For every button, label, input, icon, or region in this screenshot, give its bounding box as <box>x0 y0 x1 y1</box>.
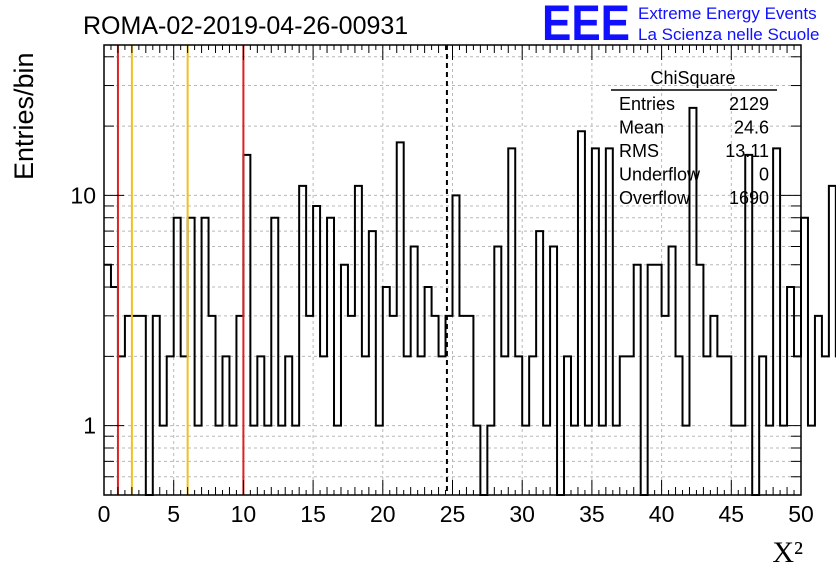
x-tick-label: 15 <box>300 501 326 527</box>
stats-title: ChiSquare <box>650 68 735 88</box>
stats-rows: Entries 2129 Mean 24.6 RMS 13.11 Underflow 0 Ove… <box>619 94 769 208</box>
x-axis-label: X² <box>772 536 803 569</box>
x-tick-label: 30 <box>509 501 535 527</box>
stats-value: 0 <box>759 165 769 185</box>
stats-label: Overflow <box>619 188 691 208</box>
x-tick-label: 10 <box>231 501 257 527</box>
histogram-series <box>104 106 836 496</box>
logo-mark: EEE <box>542 0 630 51</box>
x-tick-label: 5 <box>167 501 180 527</box>
stats-label: Entries <box>619 94 675 114</box>
y-axis-label: Entries/bin <box>9 52 39 180</box>
stats-value: 24.6 <box>734 118 769 138</box>
y-tick-label: 1 <box>83 413 96 439</box>
stats-value: 2129 <box>729 94 769 114</box>
x-tick-label: 35 <box>579 501 605 527</box>
x-tick-label: 0 <box>98 501 111 527</box>
histogram-line <box>104 106 836 496</box>
eee-logo: EEE Extreme Energy Events La Scienza nel… <box>542 0 819 51</box>
stats-value: 1690 <box>729 188 769 208</box>
x-tick-label: 25 <box>440 501 466 527</box>
x-tick-label: 40 <box>649 501 675 527</box>
y-tick-label: 10 <box>70 182 96 208</box>
x-tick-label: 45 <box>719 501 745 527</box>
axes: 0 5 10 15 20 25 30 35 40 45 50 1 10 <box>70 44 814 527</box>
stats-label: Mean <box>619 118 664 138</box>
stats-label: Underflow <box>619 165 701 185</box>
logo-line-2: La Scienza nelle Scuole <box>638 25 819 44</box>
stats-label: RMS <box>619 141 659 161</box>
x-tick-label: 50 <box>788 501 814 527</box>
stats-box: ChiSquare Entries 2129 Mean 24.6 RMS 13.11 Und… <box>611 68 777 208</box>
stats-value: 13.11 <box>725 141 769 161</box>
reference-lines <box>116 45 448 495</box>
chart-title: ROMA-02-2019-04-26-00931 <box>83 12 408 40</box>
logo-line-1: Extreme Energy Events <box>638 4 817 23</box>
x-tick-label: 20 <box>370 501 396 527</box>
